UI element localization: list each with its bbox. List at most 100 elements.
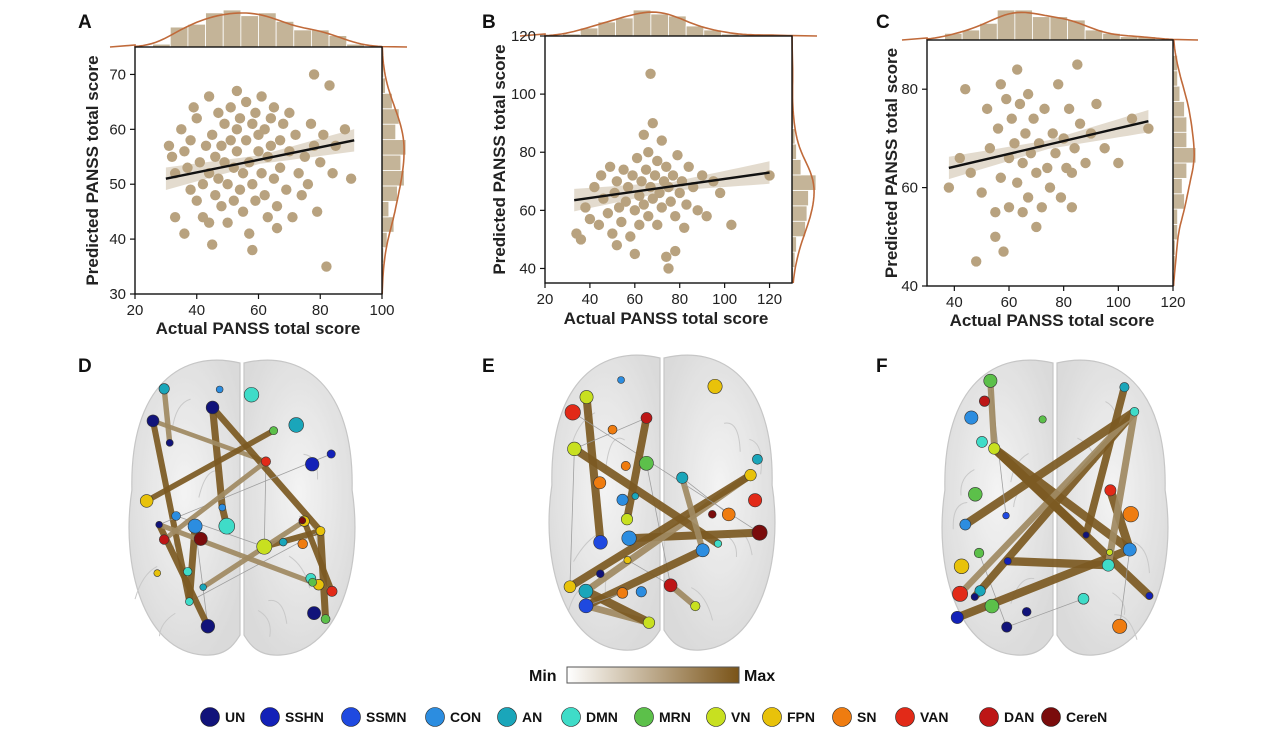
brain-network-d: [128, 359, 356, 656]
network-node: [1106, 548, 1114, 556]
y-hist-bar: [791, 220, 806, 238]
data-point: [219, 118, 230, 130]
colorbar-min-label: Min: [529, 668, 557, 685]
data-point: [197, 179, 209, 190]
data-point: [998, 246, 1009, 257]
data-point: [247, 118, 258, 130]
x-tick-label: 120: [757, 291, 782, 308]
network-node: [183, 567, 193, 577]
data-point: [256, 91, 267, 102]
data-point: [647, 117, 658, 129]
x-tick-label: 100: [369, 302, 394, 319]
panel-label-c: C: [876, 12, 890, 33]
data-point: [250, 107, 261, 119]
data-point: [634, 190, 645, 202]
network-node: [200, 619, 215, 634]
data-point: [169, 211, 181, 223]
network-node: [635, 586, 647, 598]
data-point: [1047, 128, 1058, 139]
network-node: [970, 592, 979, 601]
network-node: [744, 469, 757, 482]
data-point: [580, 202, 591, 213]
data-point: [225, 102, 236, 113]
network-node: [563, 580, 577, 593]
network-node: [593, 535, 608, 550]
data-point: [667, 170, 679, 181]
data-point: [990, 231, 1001, 242]
legend-label-dmn: DMN: [586, 709, 618, 725]
x-hist-bar: [1049, 16, 1068, 41]
x-tick-label: 80: [312, 302, 329, 319]
data-point: [259, 190, 270, 201]
network-node: [984, 598, 1000, 614]
network-edge: [990, 444, 1091, 540]
data-point: [1014, 98, 1026, 110]
network-node: [1122, 506, 1139, 523]
data-point: [960, 84, 971, 95]
network-node: [315, 526, 326, 536]
x-tick-label: 40: [946, 294, 963, 311]
network-node: [193, 531, 208, 546]
legend-swatch-sn: [832, 707, 852, 727]
x-tick-label: 100: [712, 291, 737, 308]
network-node: [973, 547, 985, 559]
data-point: [188, 102, 199, 113]
network-edge: [209, 404, 324, 535]
data-point: [647, 193, 658, 204]
network-node: [621, 513, 634, 526]
x-tick-label: 100: [1106, 294, 1131, 311]
y-hist-bar: [381, 123, 397, 141]
data-point: [163, 140, 175, 151]
data-point: [643, 147, 654, 158]
network-node: [1077, 592, 1090, 605]
network-edge: [1003, 556, 1113, 570]
data-point: [305, 118, 317, 130]
legend-label-fpn: FPN: [787, 709, 815, 725]
brain-gyrus: [1133, 541, 1150, 574]
data-point: [278, 118, 289, 130]
network-node: [326, 449, 336, 459]
network-node: [243, 387, 260, 403]
data-point: [213, 107, 224, 119]
network-node: [320, 614, 331, 624]
data-point: [726, 219, 737, 231]
network-node: [639, 455, 654, 471]
y-hist-bar: [381, 154, 402, 171]
regression-line: [165, 139, 355, 180]
network-edge: [582, 393, 605, 547]
data-point: [613, 202, 625, 213]
legend-swatch-fpn: [762, 707, 782, 727]
network-node: [617, 376, 625, 384]
data-point: [672, 149, 683, 161]
data-point: [1099, 143, 1110, 154]
network-node: [596, 569, 605, 578]
y-hist-bar: [1172, 177, 1183, 195]
y-tick-label: 80: [901, 81, 918, 98]
x-tick-label: 60: [250, 302, 267, 319]
network-edge: [263, 461, 267, 548]
data-point: [185, 135, 196, 146]
y-density-curve: [1172, 39, 1196, 287]
y-tick-label: 30: [109, 286, 126, 303]
data-point: [287, 211, 298, 223]
data-point: [268, 102, 280, 113]
x-density-curve: [109, 12, 408, 48]
x-tick-label: 20: [127, 302, 144, 319]
data-point: [643, 210, 654, 222]
data-point: [240, 96, 252, 108]
data-point: [593, 219, 605, 231]
data-point: [240, 135, 252, 146]
network-node: [1021, 607, 1032, 617]
data-point: [714, 187, 726, 199]
data-point: [1042, 162, 1053, 174]
data-point: [274, 135, 286, 146]
network-node: [297, 538, 308, 550]
data-point: [293, 168, 304, 179]
data-point: [1039, 103, 1050, 115]
brain-network-f: [941, 359, 1169, 656]
x-density-curve: [519, 11, 818, 37]
data-point: [638, 199, 649, 210]
network-node: [593, 476, 607, 490]
